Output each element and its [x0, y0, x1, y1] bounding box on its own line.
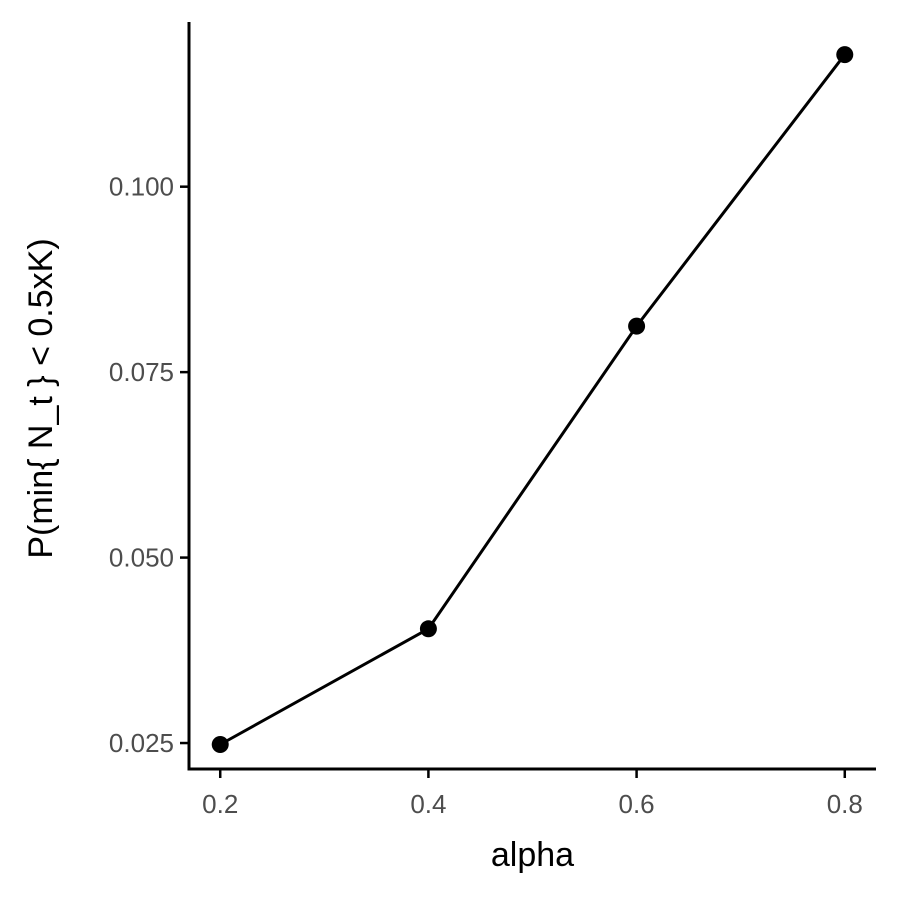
y-axis-title: P(min{ N_t } < 0.5xK) [22, 238, 60, 558]
x-tick-label: 0.2 [202, 789, 238, 819]
x-axis-ticks: 0.2 0.4 0.6 0.8 [202, 769, 863, 819]
y-tick-label: 0.075 [109, 357, 174, 387]
data-point [211, 736, 229, 754]
y-tick-label: 0.050 [109, 543, 174, 573]
series-group [211, 46, 854, 754]
data-point [628, 317, 646, 335]
x-tick-label: 0.8 [827, 789, 863, 819]
data-point [836, 46, 854, 64]
x-tick-label: 0.4 [410, 789, 446, 819]
y-axis-ticks: 0.025 0.050 0.075 0.100 [109, 172, 189, 758]
series-line [219, 53, 846, 746]
y-tick-label: 0.025 [109, 728, 174, 758]
data-point [419, 620, 437, 638]
x-axis-title: alpha [491, 836, 574, 874]
x-tick-label: 0.6 [619, 789, 655, 819]
y-tick-label: 0.100 [109, 172, 174, 202]
